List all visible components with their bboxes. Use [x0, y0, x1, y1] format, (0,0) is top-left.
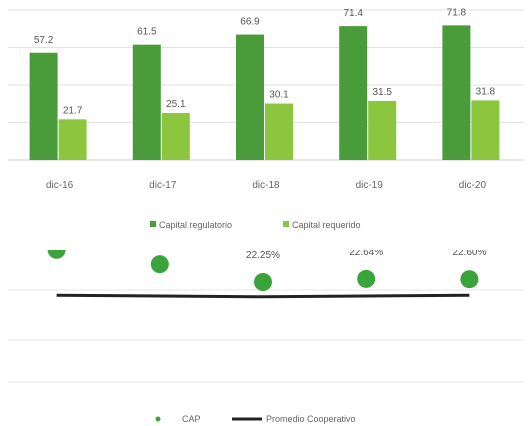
- bar-capital-requerido: [265, 103, 293, 160]
- legend-label-capital-regulatorio: Capital regulatorio: [159, 220, 232, 230]
- data-label-cap: 22.25%: [246, 250, 280, 261]
- point-cap: [254, 273, 272, 291]
- line-promedio-cooperativo: [56, 293, 470, 299]
- point-cap: [150, 255, 169, 274]
- legend-swatch-capital-regulatorio: [150, 221, 156, 227]
- point-cap: [460, 270, 479, 289]
- data-label-capital-requerido: 25.1: [166, 99, 186, 110]
- data-label-capital-regulatorio: 71.8: [447, 7, 467, 18]
- bar-capital-requerido: [58, 119, 87, 160]
- cap-dot-chart: 26.28%24.48%22.25%22.64%22.60%CAPPromedi…: [8, 250, 524, 424]
- data-label-cap: 22.60%: [452, 250, 486, 258]
- data-label-capital-requerido: 30.1: [269, 90, 289, 101]
- legend-swatch-capital-requerido: [283, 221, 289, 227]
- data-label-capital-regulatorio: 61.5: [137, 27, 157, 38]
- bar-capital-regulatorio: [236, 34, 264, 160]
- bar-capital-regulatorio: [132, 44, 161, 160]
- data-label-capital-regulatorio: 71.4: [343, 8, 363, 19]
- bar-capital-regulatorio: [442, 25, 471, 160]
- point-cap: [47, 250, 66, 259]
- legend-label-promedio: Promedio Cooperativo: [266, 414, 356, 424]
- data-label-capital-regulatorio: 66.9: [240, 17, 260, 28]
- point-cap: [357, 269, 376, 288]
- data-label-capital-requerido: 31.8: [476, 86, 496, 97]
- data-label-capital-requerido: 31.5: [372, 87, 392, 98]
- bar-capital-requerido: [368, 100, 397, 160]
- data-label-capital-regulatorio: 57.2: [34, 35, 54, 46]
- bar-capital-regulatorio: [29, 52, 58, 160]
- data-label-cap: 22.64%: [349, 250, 383, 258]
- legend-label-capital-requerido: Capital requerido: [292, 220, 361, 230]
- data-label-capital-requerido: 21.7: [63, 105, 83, 116]
- x-tick-label: dic-19: [356, 180, 384, 191]
- capital-bar-chart: 57.2 21.7 dic-16 61.5 25.1 dic-17 66.9 30.1 dic-…: [8, 7, 524, 230]
- bar-capital-requerido: [161, 112, 190, 160]
- x-tick-label: dic-17: [149, 180, 177, 191]
- legend-label-cap: CAP: [182, 414, 201, 424]
- bar-capital-requerido: [471, 100, 500, 160]
- x-tick-label: dic-18: [252, 180, 280, 191]
- legend-marker-cap: [155, 416, 161, 422]
- x-tick-label: dic-20: [459, 180, 487, 191]
- bar-capital-regulatorio: [339, 26, 368, 160]
- x-tick-label: dic-16: [46, 180, 74, 191]
